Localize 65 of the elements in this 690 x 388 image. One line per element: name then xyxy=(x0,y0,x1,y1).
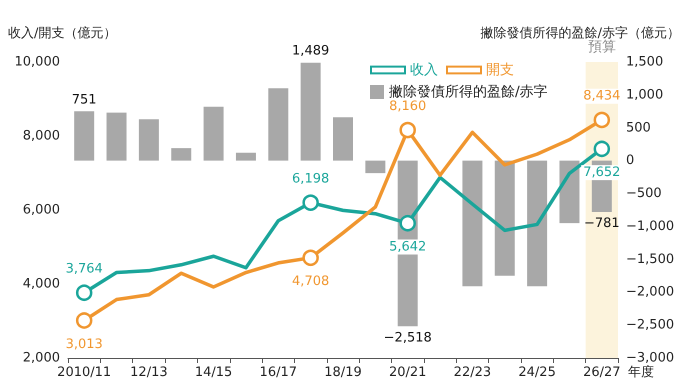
data-label: 8,160 xyxy=(389,98,426,114)
data-label: 4,708 xyxy=(292,274,330,290)
y2-tick-label: −2,000 xyxy=(626,284,674,300)
legend-label: 開支 xyxy=(486,62,514,78)
bar xyxy=(106,112,127,161)
x-tick-label: 26/27 xyxy=(583,365,621,380)
x-tick-label: 12/13 xyxy=(130,365,168,380)
bar xyxy=(494,160,515,276)
point xyxy=(399,122,416,138)
point xyxy=(594,112,610,128)
data-label: 3,764 xyxy=(66,261,103,276)
legend-label: 撇除發債所得的盈餘/赤字 xyxy=(389,84,548,100)
x-tick-label: 18/19 xyxy=(324,365,362,380)
y-tick-label: 10,000 xyxy=(14,54,60,70)
bar xyxy=(236,152,256,161)
bar xyxy=(527,160,548,286)
y2-tick-label: 0 xyxy=(626,153,634,168)
bar xyxy=(74,111,94,161)
x-tick-label: 24/25 xyxy=(518,365,556,380)
y2-tick-label: −2,500 xyxy=(626,318,674,333)
point xyxy=(76,284,92,301)
bar xyxy=(204,106,224,161)
y2-tick-label: 1,000 xyxy=(626,87,664,102)
data-label: 3,013 xyxy=(66,336,103,352)
data-label: −2,518 xyxy=(384,330,432,346)
x-tick-label: 2010/11 xyxy=(57,365,112,380)
bar xyxy=(171,148,192,161)
bar xyxy=(300,62,321,161)
band-label: 預算 xyxy=(588,39,616,55)
y2-tick-label: −1,000 xyxy=(626,218,674,234)
data-label: 6,198 xyxy=(292,171,330,186)
data-label: 751 xyxy=(72,92,97,108)
data-label: 8,434 xyxy=(583,88,620,104)
bar xyxy=(268,88,288,161)
bar xyxy=(138,119,159,161)
data-label: 7,652 xyxy=(583,165,620,180)
bar xyxy=(462,160,482,286)
y2-tick-label: −3,000 xyxy=(626,350,674,366)
x-tick-label: 22/23 xyxy=(454,365,492,380)
y-axis-title: 收入/開支（億元） xyxy=(8,26,116,41)
point xyxy=(76,312,92,329)
legend-label: 收入 xyxy=(410,62,438,78)
x-tick-label: 14/15 xyxy=(194,365,232,380)
y-tick-label: 2,000 xyxy=(22,350,60,366)
data-label: 1,489 xyxy=(292,44,330,59)
bar xyxy=(559,160,580,224)
data-label: 5,642 xyxy=(389,239,426,254)
bar xyxy=(333,117,353,161)
y-tick-label: 6,000 xyxy=(22,202,60,218)
point xyxy=(302,194,319,211)
y-tick-label: 8,000 xyxy=(22,128,60,144)
y2-tick-label: 1,500 xyxy=(626,54,664,70)
point xyxy=(302,250,319,266)
x-tick-label: 20/21 xyxy=(388,365,426,380)
point xyxy=(594,140,610,158)
x-tick-label: 16/17 xyxy=(260,365,298,380)
bar xyxy=(365,160,386,174)
data-label: −781 xyxy=(584,216,620,232)
point xyxy=(399,215,416,232)
x-axis-title: 年度 xyxy=(628,364,654,380)
y2-tick-label: −1,500 xyxy=(626,252,674,267)
y2-axis-title: 撇除發債所得的盈餘/赤字（億元） xyxy=(480,25,680,41)
y2-tick-label: −500 xyxy=(626,186,662,202)
y-tick-label: 4,000 xyxy=(22,276,60,292)
y2-tick-label: 500 xyxy=(626,120,651,136)
